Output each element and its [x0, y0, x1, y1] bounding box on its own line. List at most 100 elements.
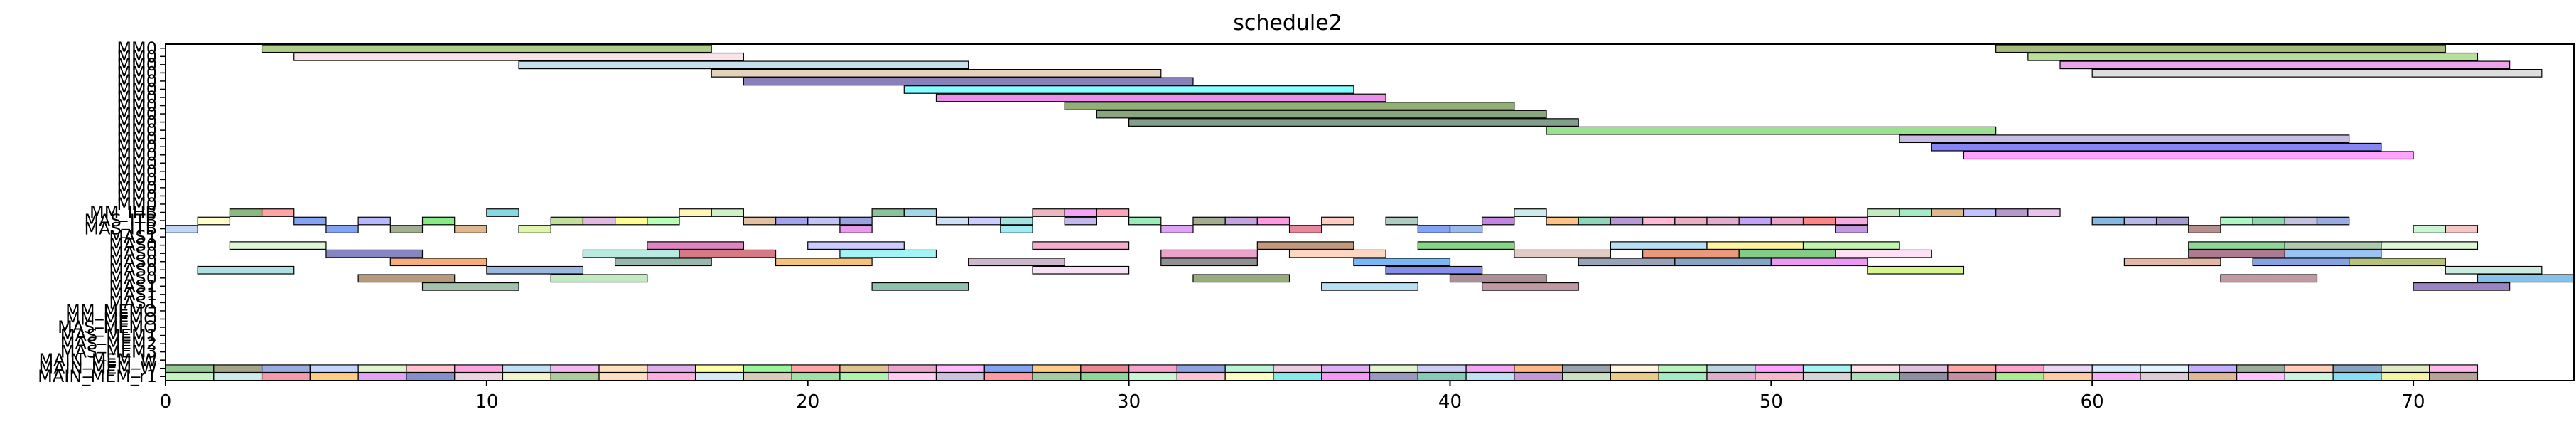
memory-slot-bar — [888, 364, 937, 373]
bars-layer — [165, 44, 2575, 381]
memory-slot-bar — [2381, 372, 2430, 381]
task-bar — [1963, 208, 1997, 217]
task-bar — [2413, 282, 2511, 291]
x-tick-label: 50 — [1759, 391, 1783, 413]
y-tick-label: MM0 — [117, 112, 157, 132]
y-tick-label: MM0 — [117, 153, 157, 173]
task-bar — [839, 216, 873, 226]
task-bar — [1963, 151, 2414, 160]
task-bar — [839, 249, 937, 258]
memory-slot-bar — [2429, 364, 2479, 373]
task-bar — [1064, 102, 1515, 110]
memory-slot-bar — [743, 364, 792, 373]
task-bar — [743, 77, 1194, 86]
memory-slot-bar — [1176, 372, 1226, 381]
memory-slot-bar — [2332, 364, 2382, 373]
task-bar — [1578, 216, 1612, 226]
y-tick-label: MM0 — [117, 161, 157, 181]
task-bar — [1995, 208, 2029, 217]
memory-slot-bar — [1899, 372, 1949, 381]
task-bar — [807, 216, 841, 226]
memory-slot-bar — [791, 372, 841, 381]
task-bar — [2284, 249, 2382, 258]
task-bar — [2091, 69, 2543, 78]
y-tick-label: MM0 — [117, 63, 157, 83]
memory-slot-bar — [1417, 364, 1467, 373]
y-tick-label: MM0 — [117, 88, 157, 107]
task-bar — [261, 44, 712, 53]
memory-slot-bar — [309, 364, 359, 373]
y-tick-label: MAS1 — [109, 292, 157, 312]
task-bar — [1385, 216, 1418, 226]
task-bar — [2123, 258, 2221, 267]
memory-slot-bar — [791, 364, 841, 373]
task-bar — [2188, 225, 2221, 233]
memory-slot-bar — [1128, 364, 1177, 373]
task-bar — [2284, 241, 2382, 250]
task-bar — [1449, 225, 1483, 233]
memory-slot-bar — [598, 372, 648, 381]
task-bar — [421, 282, 519, 291]
y-tick-label: MM0 — [117, 129, 157, 149]
memory-slot-bar — [1321, 364, 1371, 373]
y-tick-label: MAS_MEM1 — [60, 326, 157, 346]
y-tick-label: MM0 — [117, 46, 157, 66]
x-tick-label: 30 — [1117, 391, 1141, 413]
memory-slot-bar — [1947, 372, 1997, 381]
task-bar — [2027, 208, 2061, 217]
task-bar — [1288, 249, 1386, 258]
memory-slot-bar — [1128, 372, 1177, 381]
task-bar — [1514, 208, 1547, 217]
y-tick-label: MM_IHB — [90, 203, 157, 223]
memory-slot-bar — [261, 372, 311, 381]
task-bar — [2445, 265, 2543, 275]
memory-slot-bar — [1706, 372, 1756, 381]
task-bar — [1770, 216, 1804, 226]
memory-slot-bar — [839, 372, 889, 381]
task-bar — [1417, 225, 1451, 233]
y-tick-label: MAS_MEMO — [58, 317, 157, 337]
task-bar — [582, 249, 680, 258]
task-bar — [871, 282, 969, 291]
memory-slot-bar — [1080, 372, 1130, 381]
task-bar — [1321, 216, 1354, 226]
y-tick-label: MAS_MEM3 — [60, 342, 157, 362]
memory-slot-bar — [2429, 372, 2479, 381]
task-bar — [2284, 216, 2318, 226]
task-bar — [1000, 225, 1033, 233]
y-tick-label: MAS_ITB — [84, 219, 157, 239]
task-bar — [197, 216, 230, 226]
y-tick-label: MAS0 — [109, 252, 157, 272]
memory-slot-bar — [983, 364, 1033, 373]
memory-slot-bar — [1224, 364, 1274, 373]
task-bar — [261, 208, 295, 217]
task-bar — [711, 208, 744, 217]
task-bar — [2027, 52, 2479, 61]
task-bar — [1931, 208, 1965, 217]
task-bar — [1192, 274, 1290, 283]
memory-slot-bar — [261, 364, 311, 373]
memory-slot-bar — [2284, 364, 2334, 373]
y-tick-label: MAS1 — [109, 276, 157, 296]
task-bar — [2316, 216, 2350, 226]
memory-slot-bar — [2188, 364, 2238, 373]
task-bar — [357, 274, 456, 283]
task-bar — [1642, 249, 1740, 258]
task-bar — [1931, 142, 2382, 152]
memory-slot-bar — [935, 372, 985, 381]
task-bar — [1096, 110, 1547, 119]
memory-slot-bar — [213, 364, 263, 373]
memory-slot-bar — [550, 364, 600, 373]
task-bar — [1738, 216, 1772, 226]
memory-slot-bar — [2140, 364, 2189, 373]
memory-slot-bar — [1514, 364, 1563, 373]
memory-slot-bar — [2332, 372, 2382, 381]
memory-slot-bar — [1850, 372, 1900, 381]
memory-slot-bar — [454, 372, 504, 381]
x-tick-label: 20 — [796, 391, 819, 413]
task-bar — [1802, 216, 1836, 226]
task-bar — [968, 216, 1001, 226]
memory-slot-bar — [2091, 364, 2141, 373]
task-bar — [1642, 216, 1676, 226]
